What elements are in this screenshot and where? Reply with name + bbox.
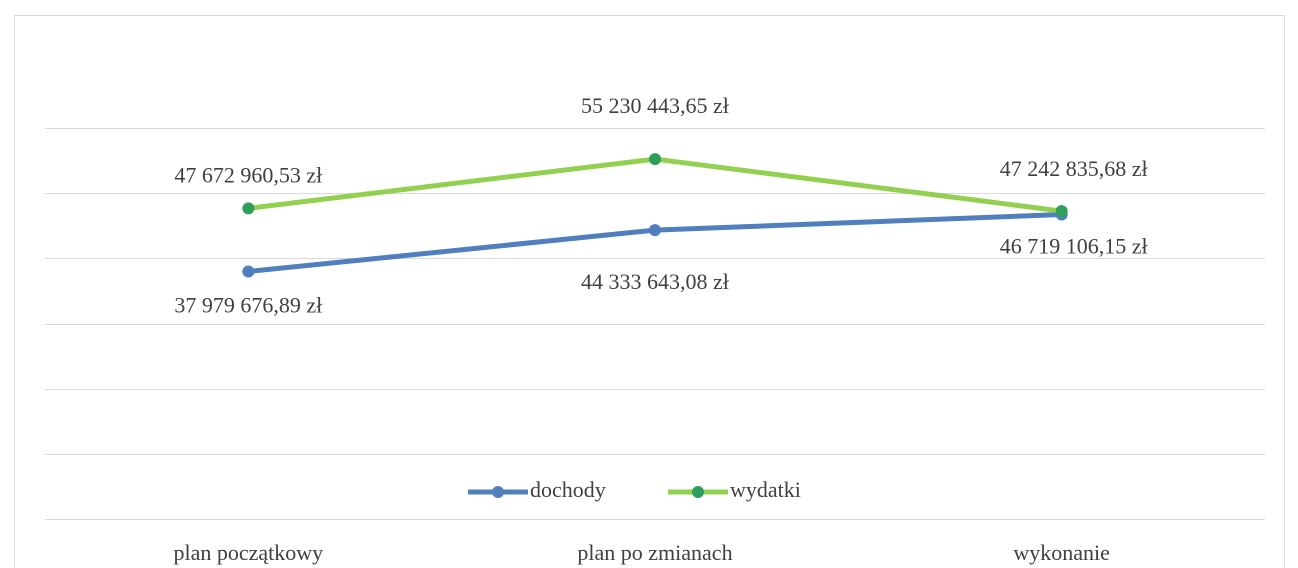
data-point	[649, 224, 661, 237]
data-point	[649, 153, 661, 166]
x-tick-label: wykonanie	[1013, 540, 1110, 565]
legend-marker	[492, 486, 504, 498]
data-label: 55 230 443,65 zł	[581, 93, 729, 118]
data-label: 47 242 835,68 zł	[1000, 156, 1148, 181]
data-point	[1055, 205, 1068, 218]
legend-label: wydatki	[730, 477, 801, 502]
x-tick-label: plan początkowy	[173, 540, 323, 565]
x-tick-label: plan po zmianach	[577, 540, 732, 565]
data-label: 44 333 643,08 zł	[581, 269, 729, 294]
legend-label: dochody	[530, 477, 606, 502]
data-label: 37 979 676,89 zł	[174, 293, 322, 318]
chart-frame	[14, 15, 1285, 568]
data-label: 46 719 106,15 zł	[1000, 234, 1148, 259]
data-point	[242, 265, 255, 278]
data-point	[242, 202, 255, 215]
data-label: 47 672 960,53 zł	[174, 162, 322, 187]
legend-marker	[692, 486, 704, 498]
